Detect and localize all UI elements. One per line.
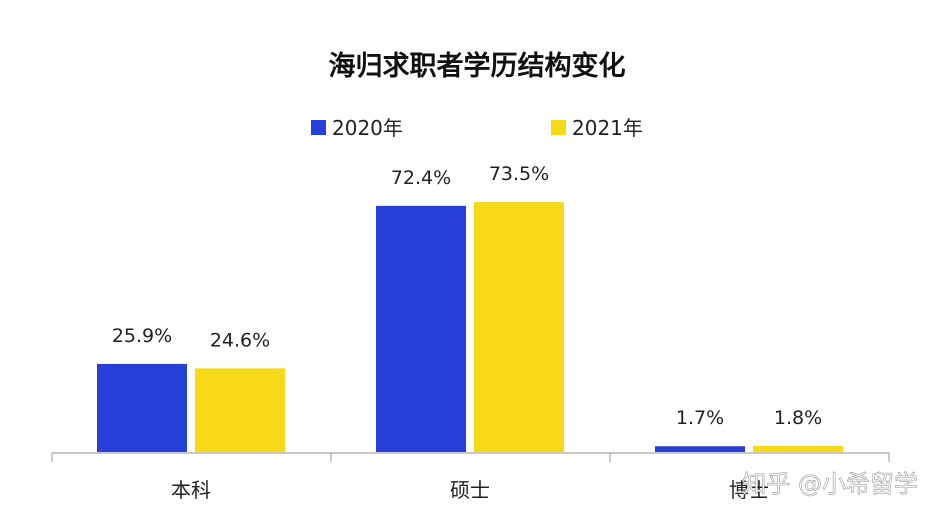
bar-2021-2	[753, 445, 843, 452]
data-label: 25.9%	[112, 325, 172, 347]
data-label: 24.6%	[210, 329, 270, 351]
data-label: 1.8%	[774, 407, 822, 429]
bar-2021-0	[195, 368, 285, 452]
category-label: 硕士	[450, 478, 490, 502]
bars-group	[97, 202, 843, 452]
data-label: 73.5%	[489, 163, 549, 185]
data-label: 1.7%	[676, 407, 724, 429]
legend-swatch-2020	[311, 120, 326, 135]
bar-2021-1	[474, 202, 564, 452]
bar-2020-0	[97, 363, 187, 452]
category-labels: 本科 硕士 博士	[171, 478, 769, 502]
chart-title: 海归求职者学历结构变化	[329, 50, 626, 82]
legend-label-2020: 2020年	[332, 116, 403, 140]
data-labels-group: 25.9% 24.6% 72.4% 73.5% 1.7% 1.8%	[112, 163, 822, 429]
legend: 2020年 2021年	[311, 116, 643, 140]
bar-2020-2	[655, 446, 745, 452]
category-label: 本科	[171, 478, 211, 502]
bar-2020-1	[376, 205, 466, 452]
data-label: 72.4%	[391, 167, 451, 189]
legend-swatch-2021	[551, 120, 566, 135]
watermark-text: 知乎 @小希留学	[742, 470, 918, 498]
legend-label-2021: 2021年	[572, 116, 643, 140]
category-label: 博士	[729, 478, 769, 502]
